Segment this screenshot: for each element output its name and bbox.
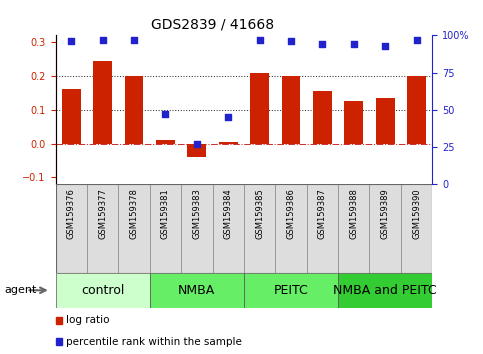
Bar [62,90,81,143]
Point [350,41,357,47]
Bar [156,140,175,143]
Bar [150,273,244,308]
Text: GSM159376: GSM159376 [67,188,76,239]
Text: GSM159378: GSM159378 [129,188,139,239]
Bar [150,184,181,273]
Text: GSM159390: GSM159390 [412,188,421,239]
Bar [187,143,206,157]
Bar [313,91,332,143]
Bar [125,76,143,143]
Point [99,37,107,43]
Text: NMBA: NMBA [178,284,215,297]
Bar [244,184,275,273]
Text: GSM159385: GSM159385 [255,188,264,239]
Bar [338,184,369,273]
Point [68,39,75,44]
Point [382,43,389,48]
Point [319,41,327,47]
Bar [376,98,395,143]
Bar [307,184,338,273]
Bar [181,184,213,273]
Text: GSM159383: GSM159383 [192,188,201,239]
Text: percentile rank within the sample: percentile rank within the sample [67,337,242,347]
Point [224,114,232,120]
Bar [118,184,150,273]
Bar [401,184,432,273]
Point [412,37,420,43]
Bar [250,73,269,143]
Text: agent: agent [5,285,37,295]
Text: control: control [81,284,124,297]
Bar [213,184,244,273]
Point [130,37,138,43]
Text: GSM159381: GSM159381 [161,188,170,239]
Text: GSM159389: GSM159389 [381,188,390,239]
Text: log ratio: log ratio [67,315,110,325]
Text: PEITC: PEITC [274,284,308,297]
Bar [282,76,300,143]
Text: GSM159387: GSM159387 [318,188,327,239]
Bar [93,61,112,143]
Text: GSM159384: GSM159384 [224,188,233,239]
Text: GSM159386: GSM159386 [286,188,296,239]
Text: GDS2839 / 41668: GDS2839 / 41668 [151,18,274,32]
Bar [56,184,87,273]
Bar [275,184,307,273]
Point [161,112,170,117]
Bar [338,273,432,308]
Bar [87,184,118,273]
Text: GSM159388: GSM159388 [349,188,358,239]
Point [256,37,264,43]
Bar [344,101,363,143]
Point [287,39,295,44]
Text: GSM159377: GSM159377 [98,188,107,239]
Point [193,141,201,147]
Bar [244,273,338,308]
Bar [369,184,401,273]
Bar [56,273,150,308]
Bar [407,76,426,143]
Text: NMBA and PEITC: NMBA and PEITC [333,284,437,297]
Bar [219,142,238,143]
